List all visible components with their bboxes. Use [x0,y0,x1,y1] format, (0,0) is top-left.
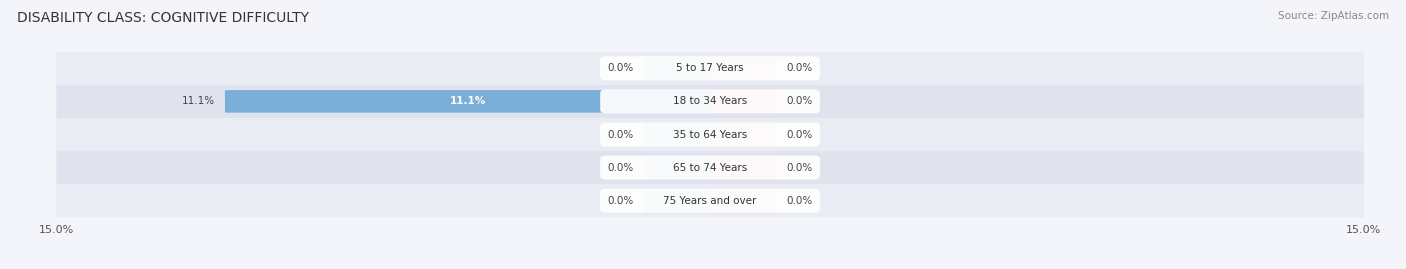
Text: 0.0%: 0.0% [607,63,634,73]
FancyBboxPatch shape [709,156,776,179]
Text: 0.0%: 0.0% [786,63,813,73]
Text: 11.1%: 11.1% [450,96,486,107]
Text: 18 to 34 Years: 18 to 34 Years [673,96,747,107]
FancyBboxPatch shape [644,189,711,212]
Text: 75 Years and over: 75 Years and over [664,196,756,206]
FancyBboxPatch shape [56,184,1364,217]
FancyBboxPatch shape [709,57,776,80]
Text: 0.0%: 0.0% [607,129,634,140]
FancyBboxPatch shape [56,151,1364,184]
FancyBboxPatch shape [709,189,776,212]
Text: 35 to 64 Years: 35 to 64 Years [673,129,747,140]
Text: 65 to 74 Years: 65 to 74 Years [673,162,747,173]
FancyBboxPatch shape [644,57,711,80]
Text: 0.0%: 0.0% [607,162,634,173]
Text: 0.0%: 0.0% [786,162,813,173]
FancyBboxPatch shape [644,123,711,146]
Text: 0.0%: 0.0% [786,196,813,206]
Text: DISABILITY CLASS: COGNITIVE DIFFICULTY: DISABILITY CLASS: COGNITIVE DIFFICULTY [17,11,309,25]
Text: Source: ZipAtlas.com: Source: ZipAtlas.com [1278,11,1389,21]
FancyBboxPatch shape [600,189,820,213]
Text: 11.1%: 11.1% [183,96,215,107]
FancyBboxPatch shape [709,90,776,113]
FancyBboxPatch shape [56,118,1364,151]
FancyBboxPatch shape [644,156,711,179]
FancyBboxPatch shape [56,85,1364,118]
FancyBboxPatch shape [56,52,1364,85]
Text: 5 to 17 Years: 5 to 17 Years [676,63,744,73]
FancyBboxPatch shape [600,89,820,113]
Text: 0.0%: 0.0% [786,129,813,140]
Text: 0.0%: 0.0% [607,196,634,206]
FancyBboxPatch shape [225,90,711,113]
FancyBboxPatch shape [600,56,820,80]
FancyBboxPatch shape [600,156,820,180]
FancyBboxPatch shape [600,122,820,147]
FancyBboxPatch shape [709,123,776,146]
Text: 0.0%: 0.0% [786,96,813,107]
